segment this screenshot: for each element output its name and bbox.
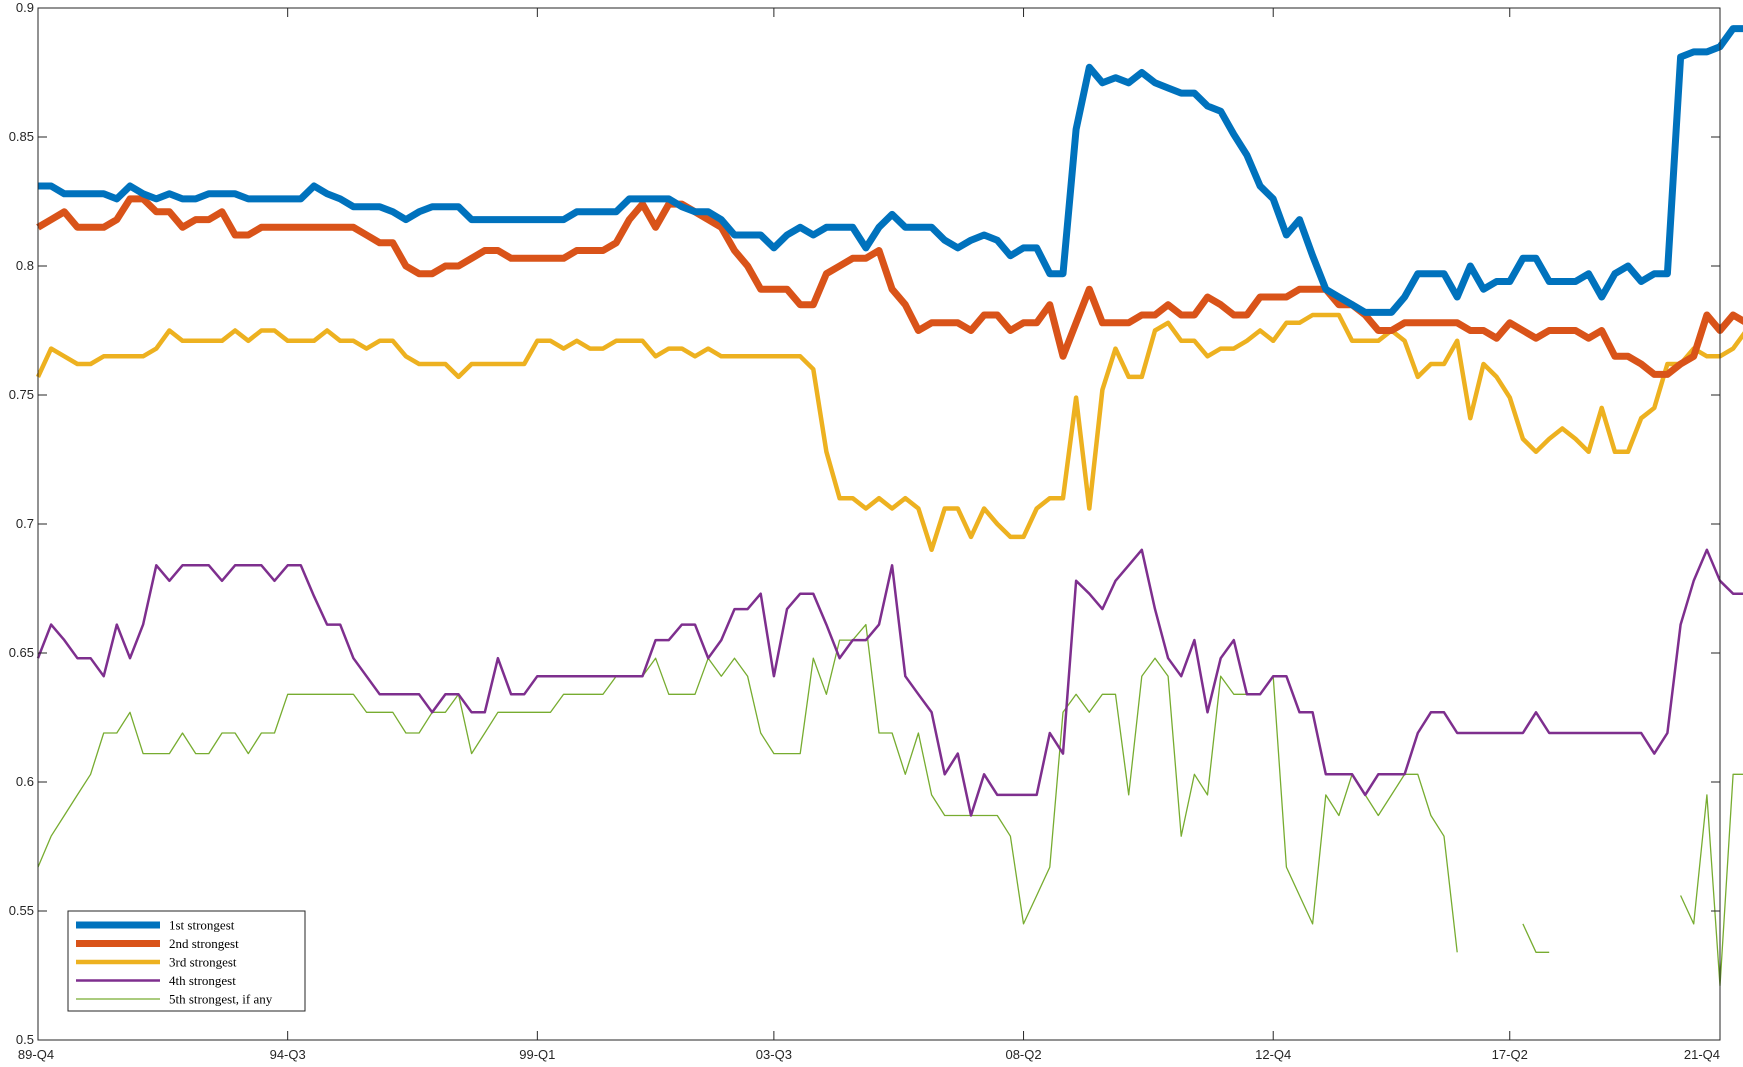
legend-label-3: 3rd strongest (169, 955, 237, 970)
legend-label-4: 4th strongest (169, 973, 236, 988)
x-tick-label: 17-Q2 (1492, 1047, 1528, 1062)
y-tick-label: 0.75 (9, 387, 34, 402)
legend-label-5: 5th strongest, if any (169, 992, 273, 1007)
x-tick-label: 03-Q3 (756, 1047, 792, 1062)
y-tick-label: 0.85 (9, 129, 34, 144)
y-tick-label: 0.7 (16, 516, 34, 531)
x-tick-label: 89-Q4 (18, 1047, 54, 1062)
legend-label-1: 1st strongest (169, 918, 235, 933)
x-tick-label: 99-Q1 (519, 1047, 555, 1062)
x-tick-label: 12-Q4 (1255, 1047, 1291, 1062)
y-tick-label: 0.5 (16, 1032, 34, 1047)
legend: 1st strongest 2nd strongest 3rd strongest 4… (67, 910, 306, 1012)
series-layer (35, 25, 1743, 987)
series-line-4 (36, 548, 1743, 817)
legend-label-2: 2nd strongest (169, 936, 239, 951)
plot-area-frame (37, 7, 1721, 1041)
x-tick-label: 08-Q2 (1005, 1047, 1041, 1062)
x-tick-label: 94-Q3 (270, 1047, 306, 1062)
series-line-5 (37, 623, 1743, 987)
y-tick-label: 0.55 (9, 903, 34, 918)
y-tick-label: 0.8 (16, 258, 34, 273)
series-line-2 (36, 195, 1743, 378)
y-tick-label: 0.9 (16, 0, 34, 15)
series-line-3 (35, 312, 1743, 553)
x-tick-label: 21-Q4 (1684, 1047, 1720, 1062)
series-line-1 (38, 25, 1743, 316)
y-tick-label: 0.6 (16, 774, 34, 789)
tick-layer: 0.5 0.55 0.6 0.65 0.7 0.75 0.8 0.85 0.9 89-Q4 94-Q… (9, 0, 1721, 1062)
y-tick-label: 0.65 (9, 645, 34, 660)
